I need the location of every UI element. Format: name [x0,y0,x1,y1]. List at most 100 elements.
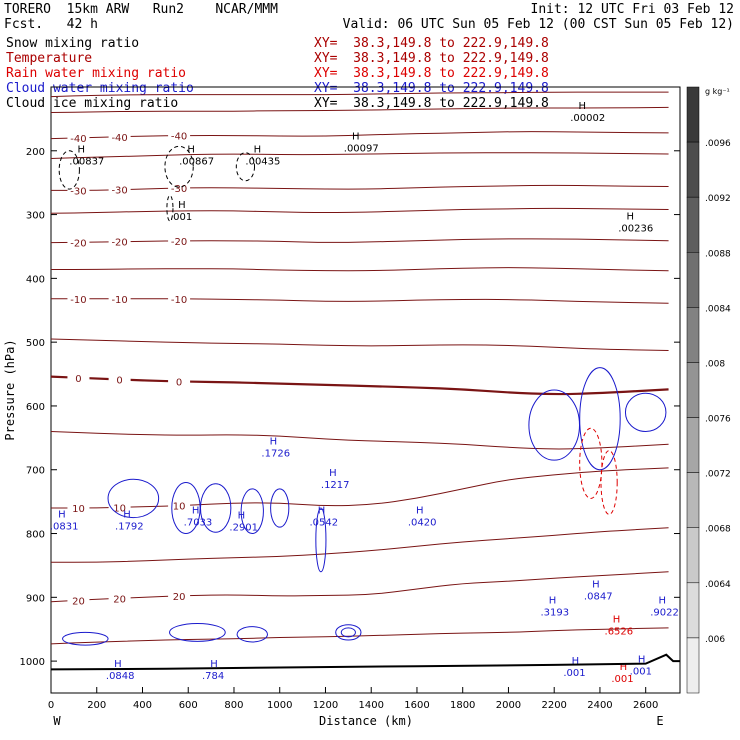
plot-frame [50,86,681,694]
isotherm-label-bg [67,131,90,143]
maximum-marker-h: H [187,144,195,155]
maximum-marker-h: H [329,468,337,479]
isotherm-label-bg [108,235,131,247]
legend-cloud-water-label: Cloud water mixing ratio [6,81,194,96]
isotherm-line [50,131,669,140]
maximum-marker-h: H [270,436,278,447]
isotherm-label-bg [168,589,191,601]
colorbar-segment [686,307,700,363]
isotherm-line [50,238,669,244]
maximum-value-label: .001 [563,668,585,679]
maximum-value-label: .9022 [650,607,679,618]
maximum-marker-h: H [658,595,666,606]
isotherm-line [51,267,669,272]
contour-blob [335,624,362,641]
isotherm-line [50,430,669,450]
x-tick-label: 2600 [633,700,658,711]
y-tick-label: 600 [26,402,45,413]
isotherm-label: -10 [111,295,127,306]
isotherm-label-bg [108,373,131,385]
maximum-value-label: .00867 [179,156,214,167]
isotherm-label: 0 [75,374,81,385]
contour-blob [340,627,356,638]
maximum-value-label: .7033 [184,518,213,529]
isotherm-label: 10 [173,502,186,513]
isotherm-line [50,298,669,304]
maximum-marker-h: H [620,662,628,673]
isotherm-label-bg [108,292,131,304]
y-tick-label: 500 [26,338,45,349]
colorbar-label: .0092 [705,194,731,204]
west-end-label: W [53,714,61,728]
isotherm-label: -30 [111,186,127,197]
isotherm-label: 20 [72,596,85,607]
maximum-value-label: .3193 [540,607,569,618]
y-tick-label: 900 [26,593,45,604]
maximum-value-label: .001 [611,674,633,685]
x-tick-label: 1200 [313,700,338,711]
x-tick-label: 600 [179,700,198,711]
isotherm-label-bg [67,292,90,304]
legend-snow-label: Snow mixing ratio [6,36,140,51]
isotherm-line [50,375,669,396]
isotherm-label-bg [108,592,131,604]
isotherm-label: -20 [171,237,187,248]
maximum-marker-h: H [254,144,262,155]
isotherm-line [51,467,669,509]
maximum-value-label: .001 [170,212,192,223]
isotherm-label-bg [67,594,90,606]
contour-blob [600,450,618,515]
contour-blob [235,152,256,182]
colorbar-label: .008 [705,359,725,369]
title-line-2: Fcst. 42 h [4,17,98,32]
x-tick-label: 1800 [450,700,475,711]
maximum-marker-h: H [416,506,424,517]
isotherm-label-bg [168,375,191,387]
isotherm-label-bg [168,182,191,194]
colorbar-label: .0096 [705,139,731,149]
colorbar-label: .0072 [705,470,731,480]
isotherm-label: 10 [113,503,126,514]
isotherm-line [50,91,669,98]
y-tick-label: 200 [26,147,45,158]
isotherm-label: -20 [111,238,127,249]
title-line-1: TORERO 15km ARW Run2 NCAR/MMM [4,2,278,17]
colorbar-segment [686,141,700,198]
colorbar-segment [686,252,700,308]
contour-blob [579,367,621,471]
maximum-value-label: .00236 [618,223,653,234]
maximum-value-label: .0848 [106,671,135,682]
isotherm-label: -30 [70,186,86,197]
maximum-value-label: .6526 [605,626,634,637]
isotherm-label: -20 [70,238,86,249]
maximum-marker-h: H [613,614,621,625]
isotherm-label-bg [67,236,90,248]
x-tick-label: 1000 [267,700,292,711]
contour-blob [236,626,268,643]
maximum-value-label: .784 [202,671,224,682]
maximum-marker-h: H [210,659,218,670]
y-axis-title: Pressure (hPa) [3,339,17,440]
maximum-marker-h: H [192,506,200,517]
isotherm-label: 0 [176,377,182,388]
x-axis-title: Distance (km) [319,714,413,728]
contour-blob [528,389,581,461]
isotherm-label-bg [108,501,131,513]
x-tick-label: 1600 [404,700,429,711]
legend-temperature-label: Temperature [6,51,93,66]
contour-blob [624,392,667,432]
isotherm-label: -40 [111,133,127,144]
maximum-value-label: .2901 [229,523,258,534]
maximum-marker-h: H [549,595,557,606]
maximum-marker-h: H [592,579,600,590]
maximum-value-label: .1726 [261,448,290,459]
colorbar-segment [686,527,700,584]
x-tick-label: 2200 [541,700,566,711]
legend-rain-label: Rain water mixing ratio [6,66,187,81]
isotherm-line [50,571,669,603]
legend-rain-xy: XY= 38.3,149.8 to 222.9,149.8 [314,66,549,81]
y-tick-label: 300 [26,211,45,222]
maximum-marker-h: H [318,506,326,517]
maximum-value-label: .0542 [309,518,338,529]
